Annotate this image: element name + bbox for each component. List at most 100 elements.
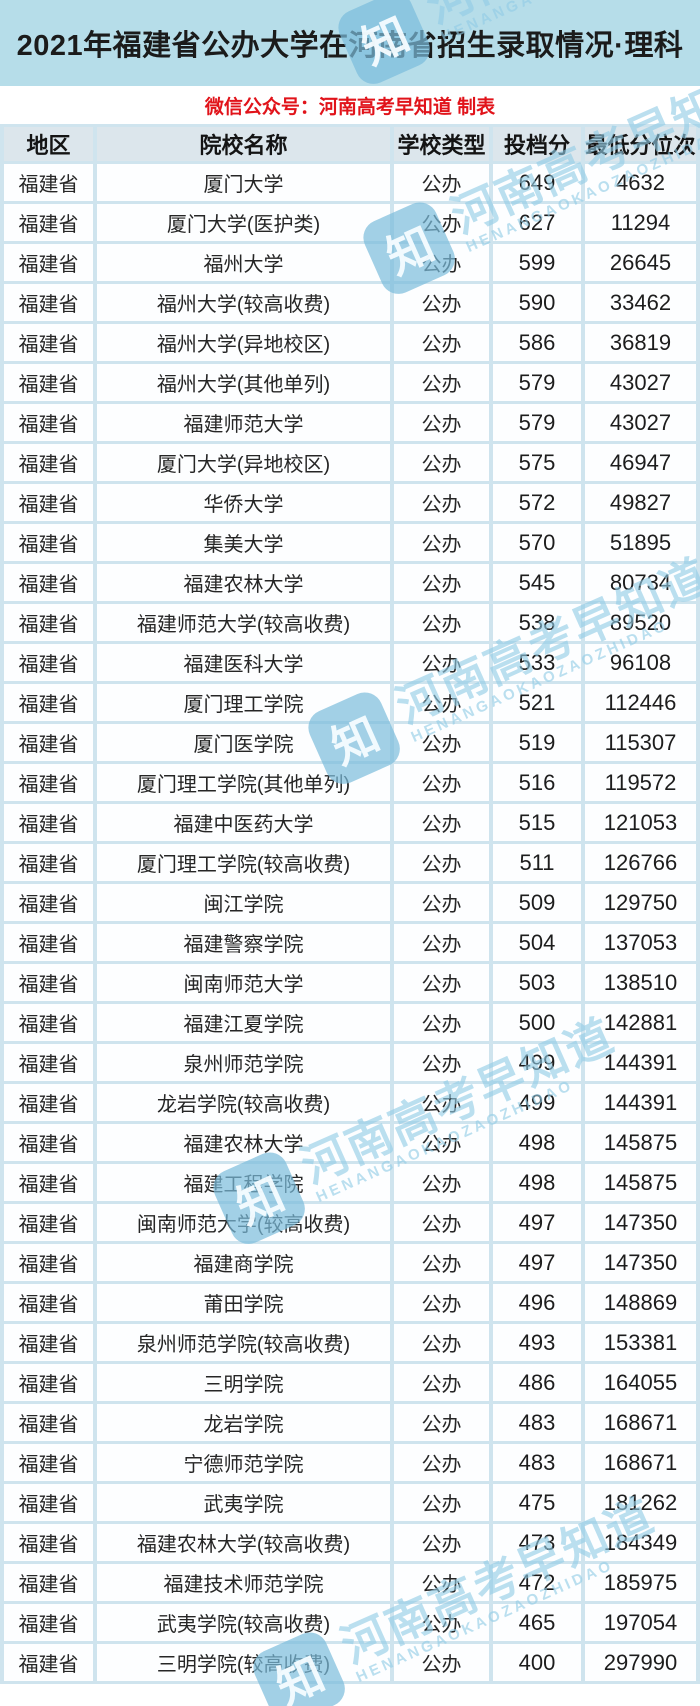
school-cell: 厦门医学院 <box>97 724 390 761</box>
school-cell: 武夷学院 <box>97 1484 390 1521</box>
score-cell: 521 <box>493 684 581 721</box>
rank-cell: 144391 <box>585 1044 696 1081</box>
table-row: 福建省 华侨大学 公办 572 49827 <box>4 484 696 521</box>
region-cell: 福建省 <box>4 404 93 441</box>
region-cell: 福建省 <box>4 484 93 521</box>
rank-cell: 4632 <box>585 164 696 201</box>
score-cell: 533 <box>493 644 581 681</box>
region-cell: 福建省 <box>4 964 93 1001</box>
score-cell: 590 <box>493 284 581 321</box>
region-cell: 福建省 <box>4 204 93 241</box>
rank-cell: 115307 <box>585 724 696 761</box>
table-row: 福建省 武夷学院(较高收费) 公办 465 197054 <box>4 1604 696 1641</box>
score-cell: 503 <box>493 964 581 1001</box>
school-cell: 福建师范大学 <box>97 404 390 441</box>
region-cell: 福建省 <box>4 644 93 681</box>
rank-cell: 46947 <box>585 444 696 481</box>
school-cell: 福州大学(异地校区) <box>97 324 390 361</box>
type-cell: 公办 <box>394 1164 489 1201</box>
score-cell: 509 <box>493 884 581 921</box>
region-cell: 福建省 <box>4 1244 93 1281</box>
school-cell: 厦门大学(异地校区) <box>97 444 390 481</box>
table-row: 福建省 福建农林大学(较高收费) 公办 473 184349 <box>4 1524 696 1561</box>
column-header: 投档分 <box>493 127 581 161</box>
table-row: 福建省 福州大学(其他单列) 公办 579 43027 <box>4 364 696 401</box>
type-cell: 公办 <box>394 1364 489 1401</box>
rank-cell: 297990 <box>585 1644 696 1681</box>
rank-cell: 11294 <box>585 204 696 241</box>
rank-cell: 80734 <box>585 564 696 601</box>
page-title: 2021年福建省公办大学在河南省招生录取情况·理科 <box>16 30 684 62</box>
table-row: 福建省 宁德师范学院 公办 483 168671 <box>4 1444 696 1481</box>
score-cell: 496 <box>493 1284 581 1321</box>
school-cell: 集美大学 <box>97 524 390 561</box>
type-cell: 公办 <box>394 1324 489 1361</box>
region-cell: 福建省 <box>4 1444 93 1481</box>
region-cell: 福建省 <box>4 1284 93 1321</box>
score-cell: 499 <box>493 1084 581 1121</box>
region-cell: 福建省 <box>4 1404 93 1441</box>
region-cell: 福建省 <box>4 1604 93 1641</box>
region-cell: 福建省 <box>4 1644 93 1681</box>
region-cell: 福建省 <box>4 924 93 961</box>
table-row: 福建省 厦门医学院 公办 519 115307 <box>4 724 696 761</box>
table-row: 福建省 莆田学院 公办 496 148869 <box>4 1284 696 1321</box>
rank-cell: 51895 <box>585 524 696 561</box>
score-cell: 649 <box>493 164 581 201</box>
rank-cell: 89520 <box>585 604 696 641</box>
rank-cell: 184349 <box>585 1524 696 1561</box>
score-cell: 486 <box>493 1364 581 1401</box>
score-cell: 498 <box>493 1124 581 1161</box>
table-row: 福建省 泉州师范学院 公办 499 144391 <box>4 1044 696 1081</box>
rank-cell: 121053 <box>585 804 696 841</box>
rank-cell: 185975 <box>585 1564 696 1601</box>
type-cell: 公办 <box>394 1444 489 1481</box>
table-row: 福建省 福州大学(异地校区) 公办 586 36819 <box>4 324 696 361</box>
rank-cell: 129750 <box>585 884 696 921</box>
school-cell: 福建江夏学院 <box>97 1004 390 1041</box>
region-cell: 福建省 <box>4 564 93 601</box>
rank-cell: 164055 <box>585 1364 696 1401</box>
school-cell: 福建农林大学 <box>97 1124 390 1161</box>
table-row: 福建省 厦门理工学院(较高收费) 公办 511 126766 <box>4 844 696 881</box>
rank-cell: 197054 <box>585 1604 696 1641</box>
school-cell: 福建商学院 <box>97 1244 390 1281</box>
type-cell: 公办 <box>394 204 489 241</box>
table-row: 福建省 集美大学 公办 570 51895 <box>4 524 696 561</box>
region-cell: 福建省 <box>4 1164 93 1201</box>
school-cell: 华侨大学 <box>97 484 390 521</box>
rank-cell: 43027 <box>585 404 696 441</box>
type-cell: 公办 <box>394 804 489 841</box>
score-cell: 465 <box>493 1604 581 1641</box>
region-cell: 福建省 <box>4 1004 93 1041</box>
type-cell: 公办 <box>394 724 489 761</box>
table-row: 福建省 厦门理工学院 公办 521 112446 <box>4 684 696 721</box>
table-row: 福建省 福建农林大学 公办 498 145875 <box>4 1124 696 1161</box>
rank-cell: 112446 <box>585 684 696 721</box>
table-row: 福建省 福建江夏学院 公办 500 142881 <box>4 1004 696 1041</box>
score-cell: 516 <box>493 764 581 801</box>
school-cell: 福州大学(较高收费) <box>97 284 390 321</box>
school-cell: 龙岩学院(较高收费) <box>97 1084 390 1121</box>
school-cell: 福州大学(其他单列) <box>97 364 390 401</box>
rank-cell: 126766 <box>585 844 696 881</box>
rank-cell: 147350 <box>585 1204 696 1241</box>
table-body: 福建省 厦门大学 公办 649 4632 福建省 厦门大学(医护类) 公办 627 11294 福建… <box>4 164 696 1681</box>
type-cell: 公办 <box>394 1044 489 1081</box>
school-cell: 福建农林大学(较高收费) <box>97 1524 390 1561</box>
rank-cell: 33462 <box>585 284 696 321</box>
table-row: 福建省 福建师范大学(较高收费) 公办 538 89520 <box>4 604 696 641</box>
school-cell: 厦门理工学院(较高收费) <box>97 844 390 881</box>
score-cell: 519 <box>493 724 581 761</box>
table-row: 福建省 龙岩学院 公办 483 168671 <box>4 1404 696 1441</box>
table-row: 福建省 厦门理工学院(其他单列) 公办 516 119572 <box>4 764 696 801</box>
type-cell: 公办 <box>394 1404 489 1441</box>
region-cell: 福建省 <box>4 164 93 201</box>
table-row: 福建省 武夷学院 公办 475 181262 <box>4 1484 696 1521</box>
school-cell: 厦门理工学院(其他单列) <box>97 764 390 801</box>
type-cell: 公办 <box>394 1484 489 1521</box>
school-cell: 厦门理工学院 <box>97 684 390 721</box>
score-cell: 515 <box>493 804 581 841</box>
score-cell: 483 <box>493 1444 581 1481</box>
